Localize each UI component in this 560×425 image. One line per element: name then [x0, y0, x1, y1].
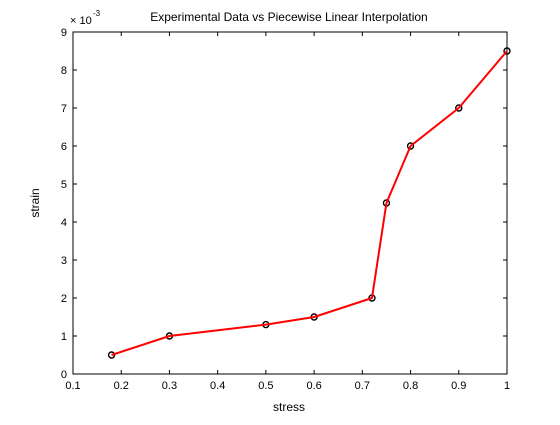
- y-tick-label: 3: [61, 255, 67, 267]
- x-tick-label: 0.2: [114, 380, 129, 392]
- series-layer: [107, 47, 511, 359]
- y-axis-label: strain: [28, 188, 42, 217]
- chart-title: Experimental Data vs Piecewise Linear In…: [150, 10, 427, 24]
- y-multiplier: × 10: [70, 15, 92, 27]
- y-tick-label: 4: [61, 217, 67, 229]
- x-tick-label: 0.3: [162, 380, 177, 392]
- interpolation-line: [111, 50, 508, 356]
- y-tick-label: 2: [61, 293, 67, 305]
- y-tick-label: 9: [61, 27, 67, 39]
- data-point: [406, 142, 415, 150]
- y-tick-label: 5: [61, 179, 67, 191]
- x-axis-label: stress: [273, 400, 305, 414]
- y-multiplier-exponent: -3: [93, 9, 101, 18]
- x-tick-label: 0.1: [65, 380, 80, 392]
- y-tick-label: 0: [61, 369, 67, 381]
- x-tick-label: 0.8: [403, 380, 418, 392]
- plot-area: [72, 31, 508, 375]
- x-axis: 0.1 0.2 0.3 0.4 0.5 0.6 0.7 0.8 0.9 1: [65, 32, 510, 392]
- x-tick-label: 0.7: [355, 380, 370, 392]
- y-tick-label: 1: [61, 331, 67, 343]
- x-tick-label: 0.5: [258, 380, 273, 392]
- data-point: [503, 47, 511, 55]
- y-axis: 0 1 2 3 4 5 6 7 8 9: [61, 27, 507, 381]
- x-tick-label: 1: [504, 380, 510, 392]
- y-tick-label: 6: [61, 141, 67, 153]
- x-tick-label: 0.4: [210, 380, 225, 392]
- data-point: [455, 104, 463, 112]
- x-tick-label: 0.9: [451, 380, 466, 392]
- y-tick-label: 8: [61, 65, 67, 77]
- x-tick-label: 0.6: [306, 380, 321, 392]
- y-tick-label: 7: [61, 103, 67, 115]
